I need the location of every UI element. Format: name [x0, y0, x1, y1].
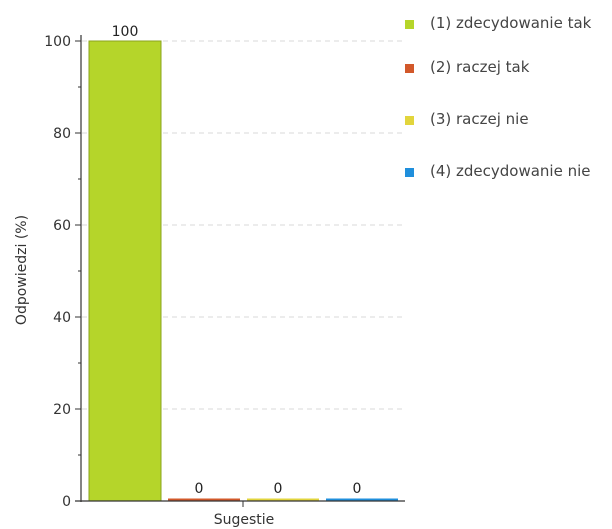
data-label-4: 0 — [353, 481, 362, 497]
legend-item-1: (1) zdecydowanie tak — [404, 14, 609, 32]
data-label-2: 0 — [195, 481, 204, 497]
bar-1 — [88, 40, 162, 502]
y-tick-label-60: 60 — [53, 218, 71, 234]
legend-item-4: (4) zdecydowanie nie — [404, 162, 609, 180]
legend-label-4: (4) zdecydowanie nie — [430, 162, 591, 180]
legend-swatch-4 — [405, 168, 414, 177]
data-label-1: 100 — [112, 24, 139, 40]
data-label-3: 0 — [274, 481, 283, 497]
bar-3 — [247, 498, 319, 501]
legend-item-2: (2) raczej tak — [404, 58, 609, 76]
legend-label-3: (3) raczej nie — [430, 110, 529, 128]
y-tick-label-80: 80 — [53, 126, 71, 142]
y-tick-label-100: 100 — [44, 34, 71, 50]
legend-label-2: (2) raczej tak — [430, 58, 530, 76]
y-tick-label-0: 0 — [62, 494, 71, 510]
bar-4 — [326, 498, 398, 501]
bar-2 — [168, 498, 240, 501]
y-tick-label-40: 40 — [53, 310, 71, 326]
legend: (1) zdecydowanie tak (2) raczej tak (3) … — [404, 14, 609, 214]
y-axis-label: Odpowiedzi (%) — [14, 215, 30, 325]
legend-label-1: (1) zdecydowanie tak — [430, 14, 592, 32]
legend-swatch-2 — [405, 64, 414, 73]
y-tick-label-20: 20 — [53, 402, 71, 418]
x-axis-label: Sugestie — [214, 512, 275, 528]
legend-swatch-1 — [405, 20, 414, 29]
legend-item-3: (3) raczej nie — [404, 110, 609, 128]
legend-swatch-3 — [405, 116, 414, 125]
